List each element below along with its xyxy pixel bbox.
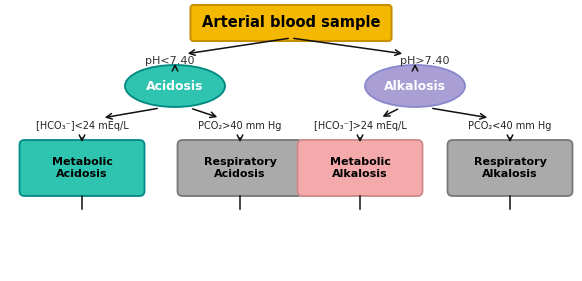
Text: Respiratory
Acidosis: Respiratory Acidosis [204,157,276,179]
Text: Metabolic
Acidosis: Metabolic Acidosis [52,157,112,179]
Text: Alkalosis: Alkalosis [384,80,446,92]
Text: Acidosis: Acidosis [146,80,204,92]
Text: PCO₂>40 mm Hg: PCO₂>40 mm Hg [198,121,282,131]
FancyBboxPatch shape [448,140,573,196]
Text: Arterial blood sample: Arterial blood sample [202,15,380,31]
FancyBboxPatch shape [178,140,303,196]
Ellipse shape [125,65,225,107]
Text: Respiratory
Alkalosis: Respiratory Alkalosis [474,157,546,179]
Text: PCO₂<40 mm Hg: PCO₂<40 mm Hg [469,121,552,131]
Text: [HCO₃⁻]>24 mEq/L: [HCO₃⁻]>24 mEq/L [314,121,406,131]
Text: pH>7.40: pH>7.40 [400,56,450,66]
Text: pH<7.40: pH<7.40 [146,56,195,66]
FancyBboxPatch shape [20,140,144,196]
Text: [HCO₃⁻]<24 mEq/L: [HCO₃⁻]<24 mEq/L [36,121,129,131]
FancyBboxPatch shape [297,140,423,196]
Ellipse shape [365,65,465,107]
Text: Metabolic
Alkalosis: Metabolic Alkalosis [329,157,391,179]
FancyBboxPatch shape [190,5,392,41]
